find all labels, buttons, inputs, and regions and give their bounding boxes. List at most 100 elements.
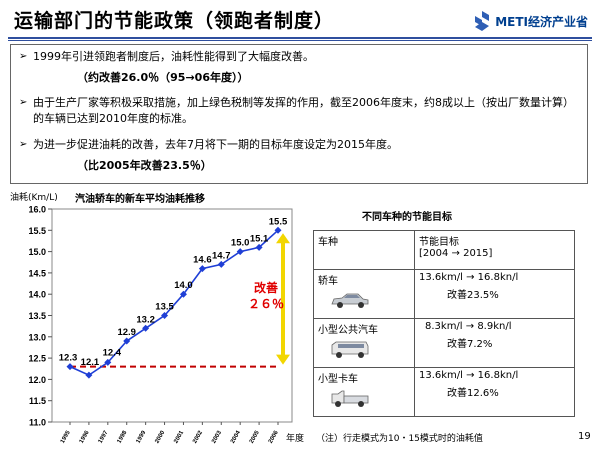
type-cell: 小型卡车	[313, 367, 415, 417]
y-tick-label: 11.0	[29, 418, 46, 428]
x-tick-label: 1999	[135, 429, 147, 444]
meti-logo: METI经济产业省	[473, 6, 588, 36]
y-tick-label: 11.5	[29, 396, 46, 406]
bullet-text: 由于生产厂家等积极采取措施，加上绿色税制等发挥的作用，截至2006年度末，约8成…	[33, 96, 574, 125]
data-label: 14.0	[174, 280, 193, 291]
x-tick-label: 2004	[230, 429, 242, 444]
meti-logo-icon	[475, 11, 490, 31]
target-cell: 13.6km/l → 16.8kn/l 改善12.6%	[414, 367, 575, 417]
y-axis-label: 油耗(Km/L)	[10, 193, 58, 203]
data-point	[85, 371, 93, 379]
data-label: 14.7	[212, 250, 231, 261]
header-range: [2004 → 2015]	[419, 248, 493, 259]
page-title: 运输部门的节能政策（领跑者制度）	[14, 10, 335, 32]
target-improve: 改善12.6%	[447, 388, 499, 399]
header-target: 节能目标	[419, 237, 459, 248]
data-point	[179, 290, 187, 298]
table-row: 小型公共汽车 8.3km/l → 8.9kn/l 改善7.2%	[313, 318, 575, 368]
target-cell: 13.6km/l → 16.8kn/l 改善23.5%	[414, 269, 575, 319]
summary-box: ➢ 1999年引进领跑者制度后，油耗性能得到了大幅度改善。 （约改善26.0％（…	[10, 44, 588, 184]
target-range: 13.6km/l → 16.8kn/l	[419, 272, 519, 283]
targets-title: 不同车种的节能目标	[362, 212, 452, 223]
data-label: 14.6	[193, 255, 212, 266]
y-tick-label: 15.0	[28, 247, 46, 257]
plot-area	[51, 208, 293, 423]
table-row: 轿车 13.6km/l → 16.8kn/l 改善23.5%	[313, 269, 575, 319]
header-cell: 车种	[313, 230, 415, 270]
bullet-sub: （约改善26.0％（95→06年度））	[77, 71, 249, 84]
improvement-annotation: ２６％	[248, 297, 284, 311]
table-row: 小型卡车 13.6km/l → 16.8kn/l 改善12.6%	[313, 367, 575, 417]
arrow-head-up	[276, 233, 290, 244]
chart-title: 汽油轿车的新车平均油耗推移	[75, 194, 205, 205]
bullet-text: 为进一步促进油耗的改善，去年7月将下一期的目标年度设定为2015年度。	[33, 138, 398, 151]
target-range: 8.3km/l → 8.9kn/l	[425, 321, 512, 332]
page-number: 19	[578, 431, 591, 442]
type-label: 小型卡车	[318, 374, 358, 385]
x-tick-label: 2003	[211, 429, 223, 444]
x-tick-label: 1995	[60, 429, 72, 444]
type-label: 小型公共汽车	[318, 325, 378, 336]
logo-text: METI经济产业省	[495, 14, 588, 29]
minibus-icon	[331, 341, 369, 358]
x-tick-label: 2001	[173, 429, 185, 444]
y-tick-label: 12.0	[28, 375, 46, 385]
data-point	[274, 226, 282, 234]
bullet-arrow-icon: ➢	[19, 139, 28, 150]
bullet-arrow-icon: ➢	[19, 97, 28, 108]
table-header-row: 车种 节能目标 [2004 → 2015]	[313, 230, 575, 270]
y-tick-label: 16.0	[28, 205, 46, 215]
targets-table: 车种 节能目标 [2004 → 2015] 轿车 13.6km/l → 16.8…	[313, 230, 575, 417]
data-point	[142, 324, 150, 332]
data-point	[236, 248, 244, 256]
x-tick-label: 2000	[154, 429, 166, 444]
type-cell: 轿车	[313, 269, 415, 319]
truck-icon	[331, 390, 369, 407]
data-point	[66, 363, 74, 371]
data-label: 15.5	[269, 216, 288, 227]
data-point	[255, 243, 263, 251]
y-tick-label: 13.5	[28, 311, 46, 321]
header-type: 车种	[318, 237, 338, 248]
y-tick-label: 14.5	[28, 268, 46, 278]
y-tick-label: 15.5	[28, 226, 46, 236]
x-tick-label: 2005	[249, 429, 261, 444]
y-tick-label: 13.0	[28, 332, 46, 342]
x-axis-unit: 年度	[286, 434, 305, 444]
type-cell: 小型公共汽车	[313, 318, 415, 368]
header-cell: 节能目标 [2004 → 2015]	[414, 230, 575, 270]
data-label: 15.0	[231, 238, 250, 249]
data-label: 13.2	[136, 314, 155, 325]
target-improve: 改善23.5%	[447, 290, 499, 301]
arrow-head-down	[276, 354, 290, 365]
x-tick-label: 2006	[268, 429, 280, 444]
x-tick-label: 2002	[192, 429, 204, 444]
data-point	[217, 260, 225, 268]
data-point	[104, 358, 112, 366]
y-tick-label: 14.0	[28, 290, 46, 300]
fuel-economy-chart: 11.011.512.012.513.013.514.014.515.015.5…	[28, 205, 293, 445]
data-label: 15.1	[250, 233, 269, 244]
data-label: 12.1	[81, 357, 100, 368]
bullet-text: 1999年引进领跑者制度后，油耗性能得到了大幅度改善。	[33, 50, 314, 63]
target-improve: 改善7.2%	[447, 339, 493, 350]
data-label: 12.4	[103, 347, 122, 358]
improvement-annotation: 改善	[254, 280, 278, 295]
header-rule	[8, 37, 592, 39]
series-line	[69, 229, 279, 377]
data-point	[161, 312, 169, 319]
bullet-arrow-icon: ➢	[19, 51, 28, 62]
footnote: （注）行走模式为10・15模式时的油耗值	[316, 434, 483, 444]
data-label: 12.3	[59, 353, 78, 364]
sedan-icon	[331, 293, 369, 308]
data-label: 13.5	[155, 302, 174, 313]
x-tick-label: 1998	[117, 429, 129, 444]
type-label: 轿车	[318, 276, 338, 287]
y-tick-label: 12.5	[28, 354, 46, 364]
data-point	[198, 265, 206, 273]
data-label: 12.9	[117, 327, 136, 338]
target-cell: 8.3km/l → 8.9kn/l 改善7.2%	[414, 318, 575, 368]
header-rule-thin	[8, 40, 592, 41]
data-point	[123, 337, 131, 345]
x-tick-label: 1996	[79, 429, 91, 444]
